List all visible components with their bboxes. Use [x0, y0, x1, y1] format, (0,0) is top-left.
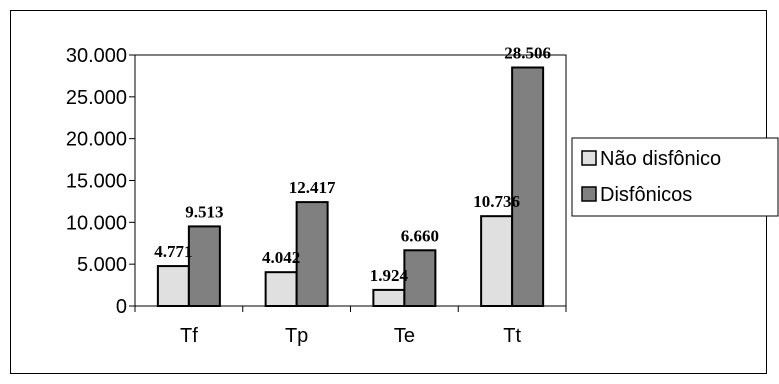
legend: Não disfônico Disfônicos	[571, 137, 779, 217]
bar-nao-disfonico	[264, 271, 298, 308]
plot-area: 0 5.000 10.000 15.000 20.000 25.000 30.000 Tf Tp…	[66, 43, 567, 347]
y-tick-label: 15.000	[66, 171, 127, 193]
x-category-label: Tf	[180, 325, 198, 347]
legend-swatch	[581, 150, 597, 166]
data-label: 12.417	[289, 178, 336, 197]
y-tick-label: 30.000	[66, 45, 127, 67]
y-tick-label: 5.000	[77, 254, 127, 276]
bar-disfonicos	[511, 66, 545, 307]
x-category-label: Tt	[503, 325, 521, 347]
axes: 0 5.000 10.000 15.000 20.000 25.000 30.000 Tf Tp…	[66, 45, 567, 347]
data-label: 4.042	[262, 248, 300, 267]
legend-label: Não disfônico	[600, 148, 721, 170]
y-tick-label: 25.000	[66, 87, 127, 109]
bar-nao-disfonico	[372, 288, 406, 307]
y-tick-label: 0	[116, 296, 127, 318]
legend-label: Disfônicos	[600, 184, 692, 206]
data-label: 10.736	[473, 192, 520, 211]
data-label: 4.771	[154, 242, 192, 261]
data-labels: 4.771 4.042 1.924 10.736 9.513 12.417 6.660 28.…	[154, 43, 551, 284]
bar-nao-disfonico	[480, 215, 514, 307]
data-label: 1.924	[370, 266, 409, 285]
y-tick-label: 20.000	[66, 129, 127, 151]
x-category-label: Tp	[285, 325, 308, 347]
bar-disfonicos	[403, 249, 437, 307]
bar-disfonicos	[295, 201, 329, 307]
bars	[156, 66, 545, 308]
data-label: 9.513	[185, 202, 223, 221]
data-label: 6.660	[401, 226, 439, 245]
legend-box	[571, 137, 779, 217]
legend-swatch	[581, 186, 597, 202]
y-tick-label: 10.000	[66, 212, 127, 234]
x-category-label: Te	[394, 325, 415, 347]
data-label: 28.506	[504, 43, 551, 62]
bar-nao-disfonico	[156, 265, 190, 308]
bar-disfonicos	[187, 225, 221, 307]
